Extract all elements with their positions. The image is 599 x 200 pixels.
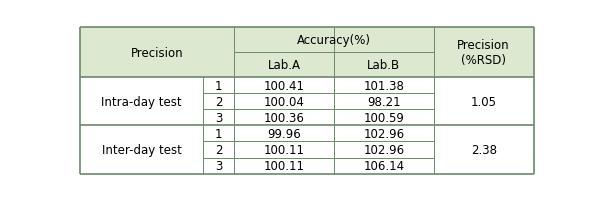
Text: Inter-day test: Inter-day test	[102, 143, 181, 156]
Text: 2: 2	[215, 143, 222, 156]
Text: Precision: Precision	[131, 47, 184, 60]
Bar	[203, 110, 234, 126]
Bar	[234, 94, 334, 110]
Text: 100.36: 100.36	[264, 111, 305, 124]
Text: 1.05: 1.05	[471, 95, 497, 108]
Bar	[234, 53, 334, 78]
Text: 106.14: 106.14	[364, 159, 404, 172]
Bar	[234, 126, 334, 142]
Text: Lab.A: Lab.A	[268, 59, 301, 72]
Bar	[203, 142, 234, 158]
Text: 2.38: 2.38	[471, 143, 497, 156]
Bar	[234, 28, 434, 53]
Text: 100.11: 100.11	[264, 143, 305, 156]
Bar	[234, 78, 334, 94]
Text: 3: 3	[215, 111, 222, 124]
Bar	[80, 126, 203, 174]
Bar	[80, 78, 203, 126]
Bar	[203, 94, 234, 110]
Text: 102.96: 102.96	[364, 127, 404, 140]
Text: 101.38: 101.38	[364, 79, 404, 92]
Bar	[334, 78, 434, 94]
Text: 100.04: 100.04	[264, 95, 305, 108]
Text: 99.96: 99.96	[267, 127, 301, 140]
Bar	[434, 126, 534, 174]
Bar	[203, 126, 234, 142]
Text: Lab.B: Lab.B	[367, 59, 401, 72]
Bar	[203, 78, 234, 94]
Bar	[80, 28, 234, 78]
Bar	[434, 28, 534, 78]
Bar	[434, 78, 534, 126]
Text: Precision
(%RSD): Precision (%RSD)	[458, 39, 510, 67]
Bar	[234, 158, 334, 174]
Text: 1: 1	[215, 79, 222, 92]
Bar	[334, 126, 434, 142]
Bar	[203, 158, 234, 174]
Bar	[234, 110, 334, 126]
Text: Intra-day test: Intra-day test	[101, 95, 182, 108]
Bar	[334, 94, 434, 110]
Text: 100.59: 100.59	[364, 111, 404, 124]
Text: 3: 3	[215, 159, 222, 172]
Bar	[334, 110, 434, 126]
Text: 98.21: 98.21	[367, 95, 401, 108]
Text: 1: 1	[215, 127, 222, 140]
Bar	[234, 142, 334, 158]
Text: 100.41: 100.41	[264, 79, 305, 92]
Text: 102.96: 102.96	[364, 143, 404, 156]
Bar	[334, 53, 434, 78]
Text: 100.11: 100.11	[264, 159, 305, 172]
Bar	[334, 158, 434, 174]
Bar	[334, 142, 434, 158]
Text: Accuracy(%): Accuracy(%)	[297, 34, 371, 47]
Text: 2: 2	[215, 95, 222, 108]
